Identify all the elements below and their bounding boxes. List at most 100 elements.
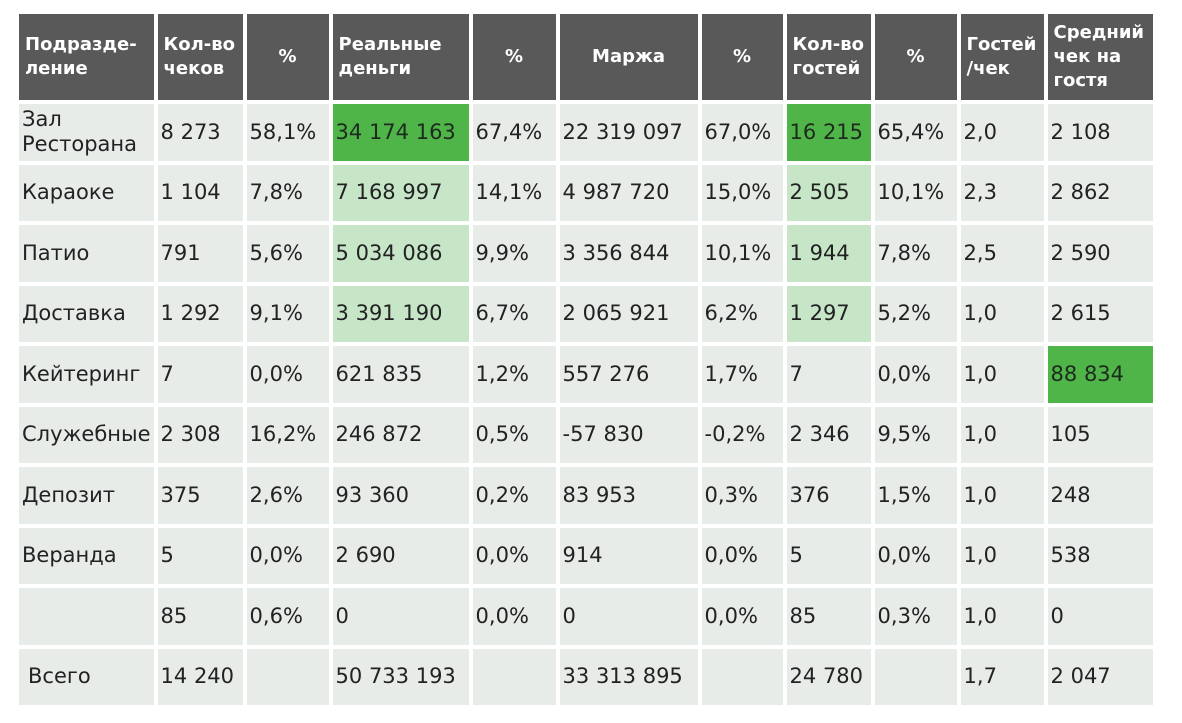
cell-margin-pct: 15,0%	[701, 164, 783, 221]
cell-guests: 376	[786, 467, 871, 524]
cell-money-pct: 6,7%	[472, 285, 556, 342]
header-checks: Кол-во чеков	[157, 14, 243, 100]
cell-money-pct: 0,0%	[472, 588, 556, 645]
cell-total-money: 50 733 193	[332, 648, 469, 705]
cell-money-pct: 67,4%	[472, 104, 556, 161]
header-money-pct: %	[472, 14, 556, 100]
cell-checks-pct: 16,2%	[246, 406, 329, 463]
cell-checks: 8 273	[157, 104, 243, 161]
cell-money-pct: 14,1%	[472, 164, 556, 221]
cell-margin: -57 830	[559, 406, 698, 463]
cell-division: Кейтеринг	[19, 346, 154, 403]
cell-money: 34 174 163	[332, 104, 469, 161]
cell-margin-pct: 0,3%	[701, 467, 783, 524]
cell-avg-check: 2 108	[1047, 104, 1153, 161]
cell-checks: 791	[157, 225, 243, 282]
cell-money: 246 872	[332, 406, 469, 463]
cell-guests-per-check: 1,0	[960, 406, 1044, 463]
cell-margin: 3 356 844	[559, 225, 698, 282]
cell-division: Караоке	[19, 164, 154, 221]
cell-avg-check: 248	[1047, 467, 1153, 524]
cell-margin: 22 319 097	[559, 104, 698, 161]
cell-avg-check: 2 862	[1047, 164, 1153, 221]
table-row: Патио 791 5,6% 5 034 086 9,9% 3 356 844 …	[19, 225, 1153, 282]
cell-margin-pct: 67,0%	[701, 104, 783, 161]
cell-total-guests-per-check: 1,7	[960, 648, 1044, 705]
cell-checks-pct: 0,6%	[246, 588, 329, 645]
cell-checks-pct: 7,8%	[246, 164, 329, 221]
cell-guests: 85	[786, 588, 871, 645]
cell-division: Зал Ресторана	[19, 104, 154, 161]
cell-margin-pct: 0,0%	[701, 527, 783, 584]
cell-checks-pct: 5,6%	[246, 225, 329, 282]
cell-money: 5 034 086	[332, 225, 469, 282]
cell-money: 0	[332, 588, 469, 645]
cell-guests-pct: 65,4%	[874, 104, 957, 161]
cell-money: 2 690	[332, 527, 469, 584]
cell-margin-pct: 6,2%	[701, 285, 783, 342]
table-total-row: Всего 14 240 50 733 193 33 313 895 24 78…	[19, 648, 1153, 705]
header-checks-pct: %	[246, 14, 329, 100]
cell-total-checks: 14 240	[157, 648, 243, 705]
cell-division: Депозит	[19, 467, 154, 524]
header-avg-check: Средний чек на гостя	[1047, 14, 1153, 100]
cell-guests-per-check: 1,0	[960, 527, 1044, 584]
cell-avg-check: 538	[1047, 527, 1153, 584]
cell-money: 7 168 997	[332, 164, 469, 221]
cell-checks: 85	[157, 588, 243, 645]
header-money: Реальные деньги	[332, 14, 469, 100]
header-guests: Кол-во гостей	[786, 14, 871, 100]
cell-margin: 557 276	[559, 346, 698, 403]
cell-margin: 2 065 921	[559, 285, 698, 342]
cell-checks: 1 104	[157, 164, 243, 221]
cell-guests-pct: 0,3%	[874, 588, 957, 645]
cell-checks: 7	[157, 346, 243, 403]
cell-total-margin: 33 313 895	[559, 648, 698, 705]
table-row: Караоке 1 104 7,8% 7 168 997 14,1% 4 987…	[19, 164, 1153, 221]
cell-guests: 5	[786, 527, 871, 584]
cell-checks-pct: 0,0%	[246, 527, 329, 584]
cell-checks: 5	[157, 527, 243, 584]
cell-guests-pct: 0,0%	[874, 527, 957, 584]
table-row: Доставка 1 292 9,1% 3 391 190 6,7% 2 065…	[19, 285, 1153, 342]
table-header-row: Подразде-ление Кол-во чеков % Реальные д…	[19, 14, 1153, 100]
cell-guests: 2 505	[786, 164, 871, 221]
cell-money-pct: 9,9%	[472, 225, 556, 282]
cell-margin-pct: 10,1%	[701, 225, 783, 282]
cell-guests-pct: 5,2%	[874, 285, 957, 342]
cell-total-avg-check: 2 047	[1047, 648, 1153, 705]
cell-guests-per-check: 2,5	[960, 225, 1044, 282]
cell-margin: 83 953	[559, 467, 698, 524]
cell-money: 3 391 190	[332, 285, 469, 342]
table-row: Веранда 5 0,0% 2 690 0,0% 914 0,0% 5 0,0…	[19, 527, 1153, 584]
cell-guests-per-check: 2,3	[960, 164, 1044, 221]
cell-avg-check: 2 590	[1047, 225, 1153, 282]
header-division: Подразде-ление	[19, 14, 154, 100]
cell-total-guests: 24 780	[786, 648, 871, 705]
table-row: Служебные 2 308 16,2% 246 872 0,5% -57 8…	[19, 406, 1153, 463]
cell-margin-pct: 0,0%	[701, 588, 783, 645]
cell-guests: 1 297	[786, 285, 871, 342]
cell-guests: 1 944	[786, 225, 871, 282]
cell-margin: 4 987 720	[559, 164, 698, 221]
cell-guests-per-check: 1,0	[960, 588, 1044, 645]
cell-avg-check: 2 615	[1047, 285, 1153, 342]
cell-division: Доставка	[19, 285, 154, 342]
cell-money-pct: 0,0%	[472, 527, 556, 584]
cell-money-pct: 0,2%	[472, 467, 556, 524]
cell-division: Служебные	[19, 406, 154, 463]
header-guests-pct: %	[874, 14, 957, 100]
cell-division: Патио	[19, 225, 154, 282]
cell-money-pct: 1,2%	[472, 346, 556, 403]
cell-margin-pct: 1,7%	[701, 346, 783, 403]
cell-avg-check: 105	[1047, 406, 1153, 463]
cell-money-pct: 0,5%	[472, 406, 556, 463]
cell-money: 93 360	[332, 467, 469, 524]
header-margin: Маржа	[559, 14, 698, 100]
cell-checks: 375	[157, 467, 243, 524]
cell-checks: 2 308	[157, 406, 243, 463]
cell-guests-per-check: 2,0	[960, 104, 1044, 161]
table-row: Кейтеринг 7 0,0% 621 835 1,2% 557 276 1,…	[19, 346, 1153, 403]
cell-total-guests-pct	[874, 648, 957, 705]
header-margin-pct: %	[701, 14, 783, 100]
